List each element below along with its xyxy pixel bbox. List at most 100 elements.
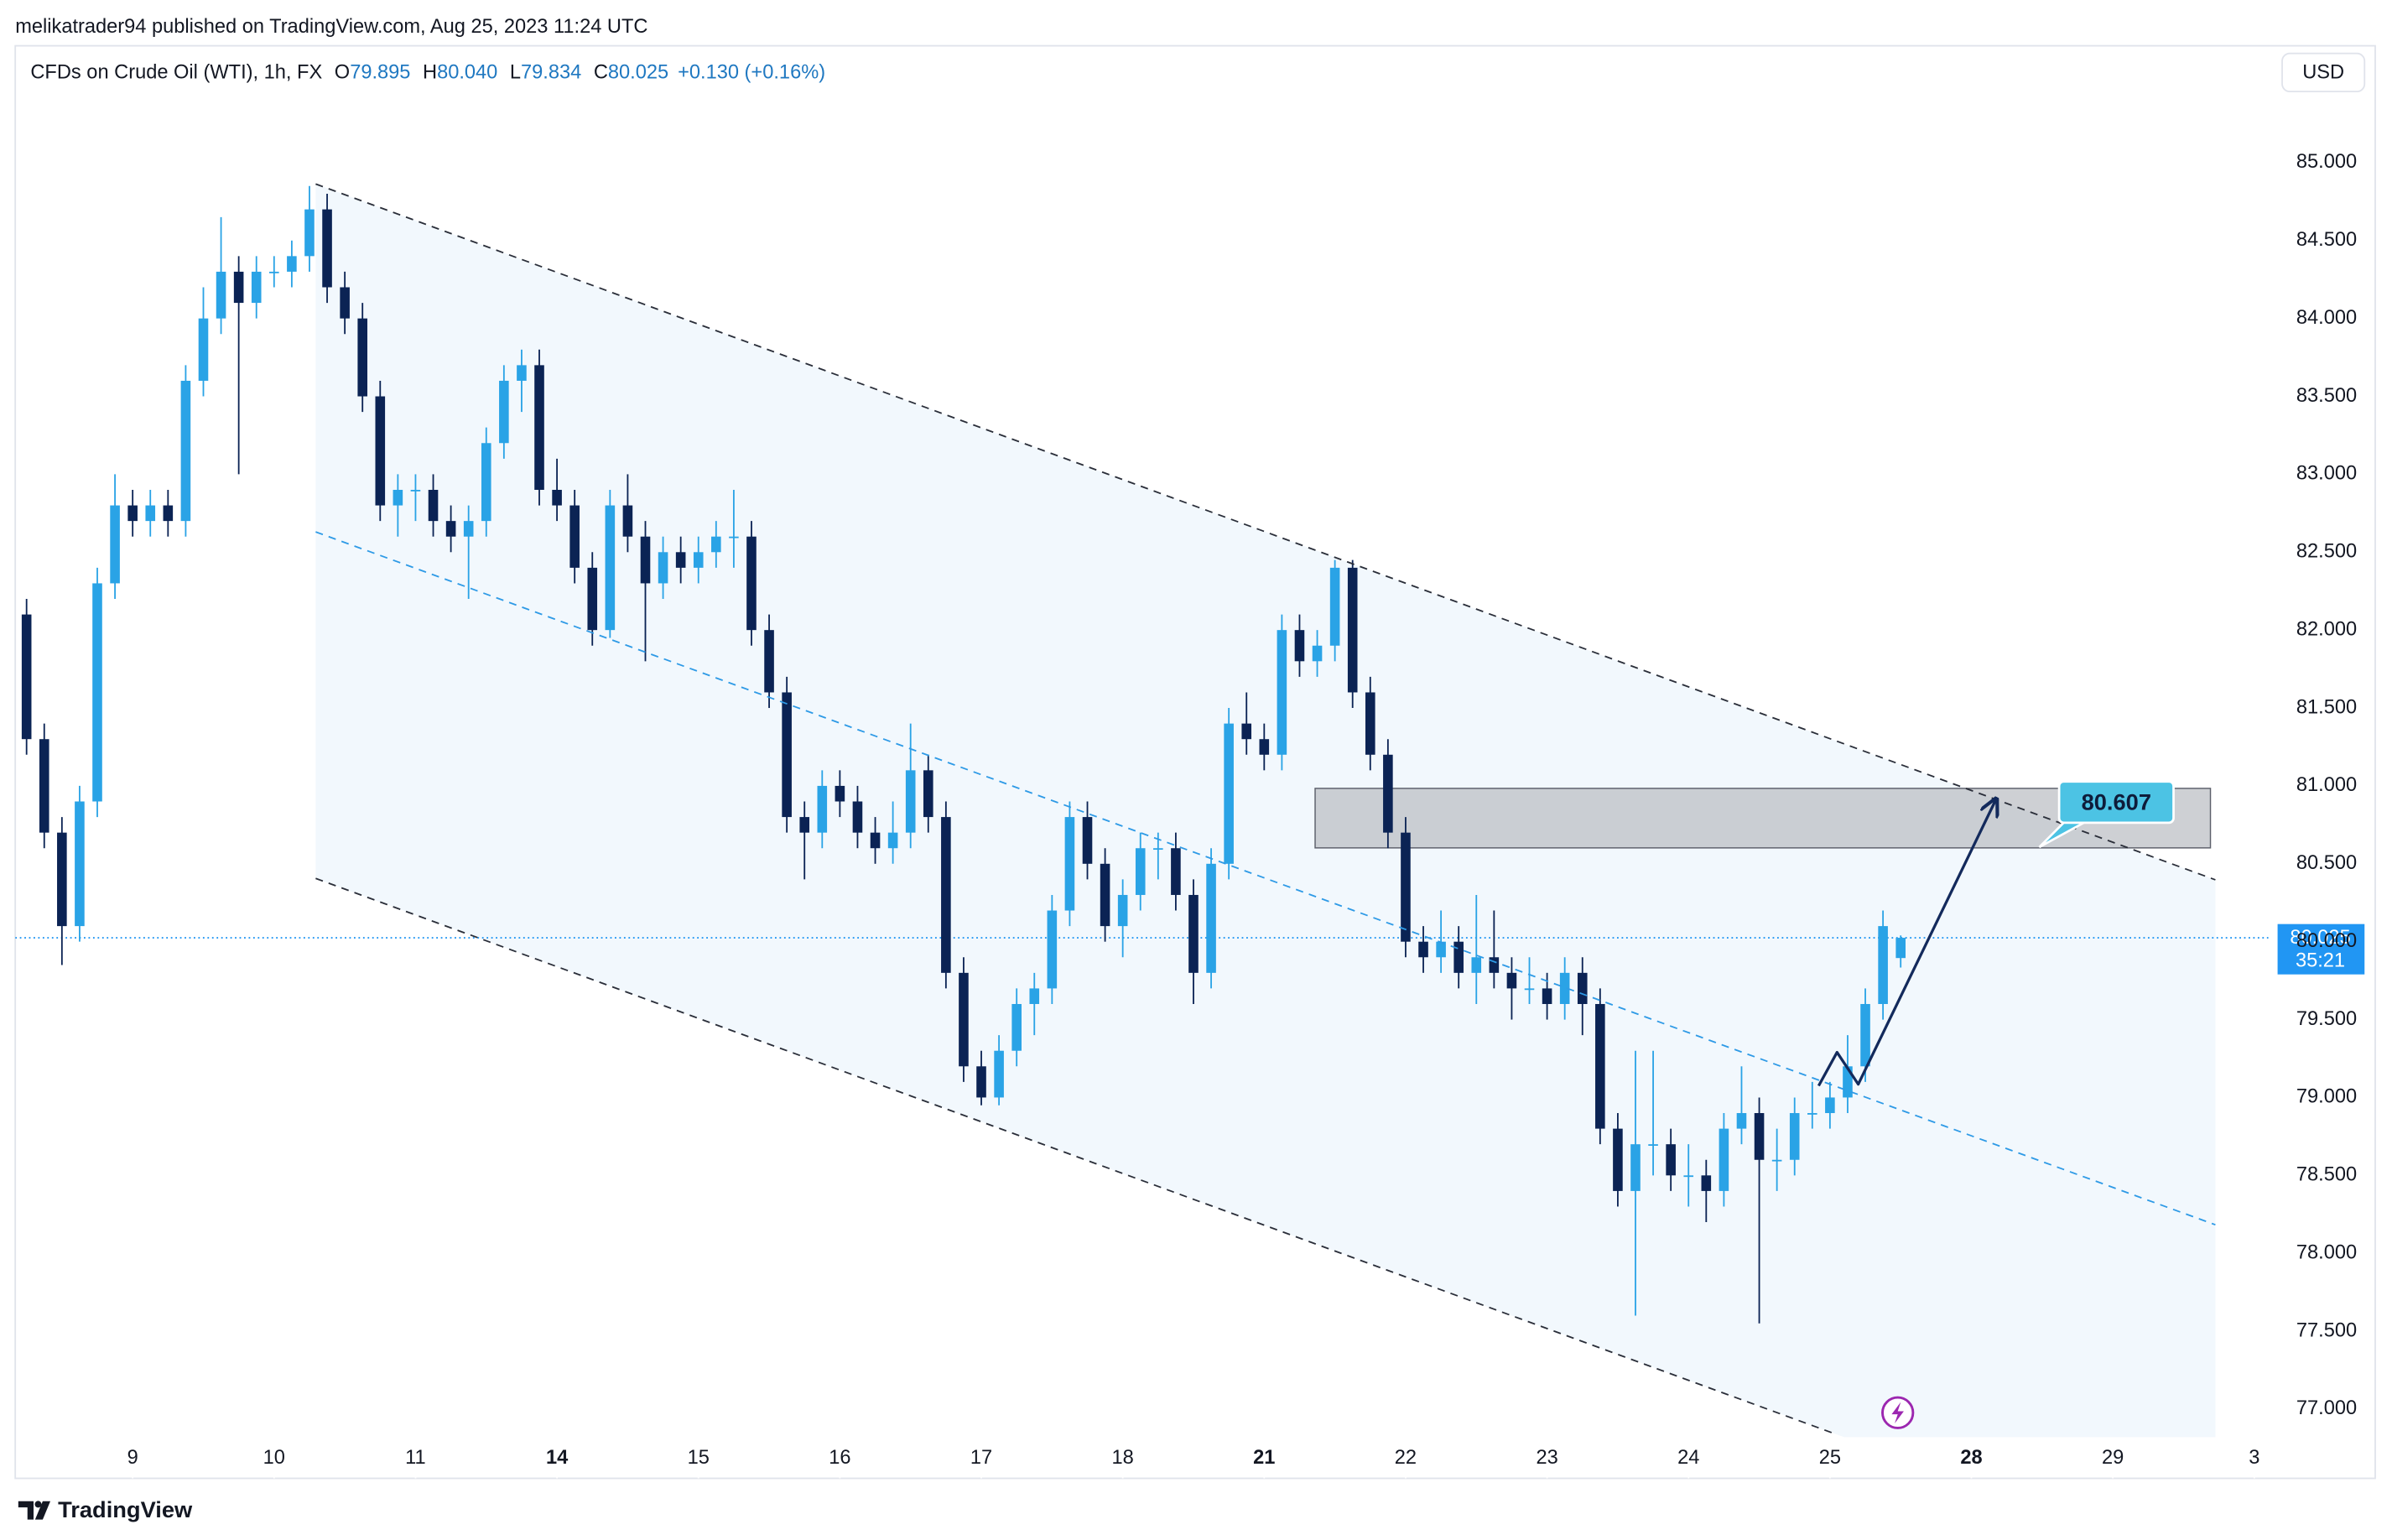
candle-body [959, 972, 969, 1067]
candle-body [764, 630, 774, 693]
candle-body [180, 380, 191, 522]
candle-body [410, 489, 421, 492]
candle-body [481, 443, 491, 522]
candle-body [711, 536, 721, 553]
candle-body [1117, 894, 1128, 927]
candle-body [976, 1066, 986, 1098]
y-tick-label: 78.500 [2296, 1164, 2357, 1186]
y-tick-label: 80.500 [2296, 852, 2357, 874]
candle-body [499, 380, 509, 444]
candle-body [1666, 1144, 1676, 1176]
candle-body [1895, 938, 1906, 959]
y-tick-label: 85.000 [2296, 151, 2357, 173]
candle-body [198, 318, 209, 381]
candle-body [1047, 910, 1058, 989]
candle-body [905, 770, 916, 833]
candle-body [1825, 1097, 1835, 1114]
callout-box [2057, 780, 2175, 825]
candle-body [1683, 1175, 1694, 1178]
candle-layer [21, 185, 1906, 1324]
candle-body [1524, 988, 1535, 991]
candle-body [1365, 692, 1375, 755]
candle-body [375, 396, 386, 506]
price-change: +0.130 (+0.16%) [678, 62, 825, 84]
ohlc-key: O [335, 62, 350, 84]
candle-body [1577, 972, 1588, 1004]
candle-body [393, 489, 403, 506]
y-tick-label: 84.000 [2296, 307, 2357, 329]
callout-label: 80.607 [2082, 788, 2151, 814]
candle-body [1277, 630, 1287, 755]
brand-logo[interactable]: TradingView [18, 1496, 193, 1522]
alert-icon[interactable] [1881, 1396, 1915, 1429]
y-tick-label: 78.000 [2296, 1241, 2357, 1263]
candle-body [534, 365, 544, 490]
candle-body [1471, 957, 1482, 973]
alert-icon-bolt [1891, 1402, 1904, 1424]
currency-button[interactable]: USD [2281, 52, 2366, 93]
candle-body [1312, 645, 1323, 662]
candle-body [1506, 972, 1517, 989]
x-tick-label: 17 [970, 1447, 992, 1469]
candle-body [1736, 1113, 1747, 1129]
candle-body [1436, 941, 1446, 958]
candle-body [304, 209, 315, 257]
projection-arrow [1817, 800, 1995, 1087]
candle-body [1789, 1113, 1800, 1160]
candle-body [799, 817, 810, 833]
ohlc-value: 80.040 [437, 62, 497, 84]
currency-button-frame[interactable] [2281, 52, 2366, 93]
candle-body [1630, 1144, 1641, 1191]
candle-body [941, 817, 951, 973]
candle-body [1613, 1128, 1623, 1191]
candle-body [1259, 739, 1270, 755]
candle-body [622, 505, 633, 537]
candle-body [1648, 1144, 1658, 1146]
candle-body [21, 614, 32, 740]
candle-body [994, 1050, 1004, 1098]
candle-body [1329, 567, 1340, 646]
y-tick-label: 83.000 [2296, 463, 2357, 485]
candle-body [269, 271, 279, 273]
x-tick-label: 18 [1112, 1447, 1134, 1469]
candle-body [127, 505, 138, 522]
candle-body [1401, 832, 1411, 942]
candle-body [517, 365, 527, 381]
x-tick-label: 9 [127, 1447, 138, 1469]
brand-name[interactable]: TradingView [58, 1496, 193, 1522]
candle-body [75, 801, 85, 927]
candle-body [1347, 567, 1358, 693]
ohlc-key: L [510, 62, 521, 84]
channel-line [315, 877, 1836, 1435]
candle-body [322, 209, 332, 288]
x-tick-label: 22 [1395, 1447, 1417, 1469]
grid-layer [132, 161, 2276, 1479]
candle-body [110, 505, 120, 584]
candle-body [340, 287, 350, 319]
candle-body [658, 552, 668, 584]
text-layer: melikatrader94 published on TradingView.… [15, 16, 2366, 1522]
last-price-tag [2277, 923, 2365, 975]
candle-body [587, 567, 598, 631]
candle-body [39, 739, 49, 833]
candle-body [1771, 1159, 1782, 1162]
y-tick-label: 82.000 [2296, 618, 2357, 640]
x-tick-label: 10 [263, 1447, 285, 1469]
candle-body [1489, 957, 1500, 973]
candle-body [746, 536, 757, 631]
candle-body [1241, 723, 1252, 740]
candle-body [1878, 926, 1888, 1004]
currency-label[interactable]: USD [2302, 62, 2344, 84]
candle-body [1100, 863, 1110, 927]
bar-countdown: 35:21 [2296, 949, 2345, 971]
x-tick-label: 11 [405, 1447, 426, 1469]
candle-body [605, 505, 616, 631]
candle-body [1188, 894, 1199, 973]
candle-body [852, 801, 863, 833]
publish-info: melikatrader94 published on TradingView.… [15, 16, 647, 38]
candle-body [1082, 817, 1093, 864]
candle-body [1064, 817, 1075, 911]
candle-body [923, 770, 933, 818]
